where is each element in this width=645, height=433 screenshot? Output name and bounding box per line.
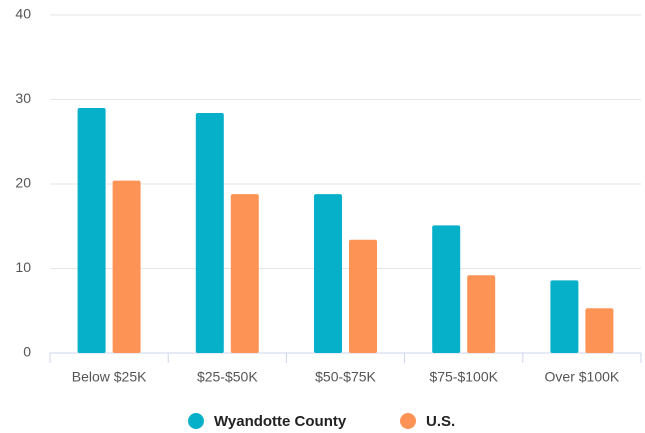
y-tick-label: 10 <box>15 259 31 275</box>
legend-label: U.S. <box>426 413 455 430</box>
y-tick-label: 30 <box>15 90 31 106</box>
bar <box>314 194 342 353</box>
bar <box>432 225 461 353</box>
x-tick-label: $75-$100K <box>429 369 498 385</box>
y-tick-label: 40 <box>15 6 31 22</box>
x-tick-label: Over $100K <box>545 369 620 385</box>
legend-marker <box>400 413 416 429</box>
bar <box>467 275 496 353</box>
bar <box>230 194 259 353</box>
x-tick-label: Below $25K <box>72 369 147 385</box>
bar <box>585 308 614 353</box>
bar <box>195 113 224 354</box>
bar <box>550 280 579 353</box>
bar <box>77 107 106 353</box>
x-tick-label: $50-$75K <box>315 369 376 385</box>
bar <box>112 180 141 353</box>
bar <box>349 239 377 353</box>
legend-label: Wyandotte County <box>214 413 347 430</box>
y-tick-label: 20 <box>15 175 31 191</box>
y-tick-label: 0 <box>23 344 31 360</box>
x-tick-label: $25-$50K <box>197 369 258 385</box>
legend-marker <box>188 413 204 429</box>
